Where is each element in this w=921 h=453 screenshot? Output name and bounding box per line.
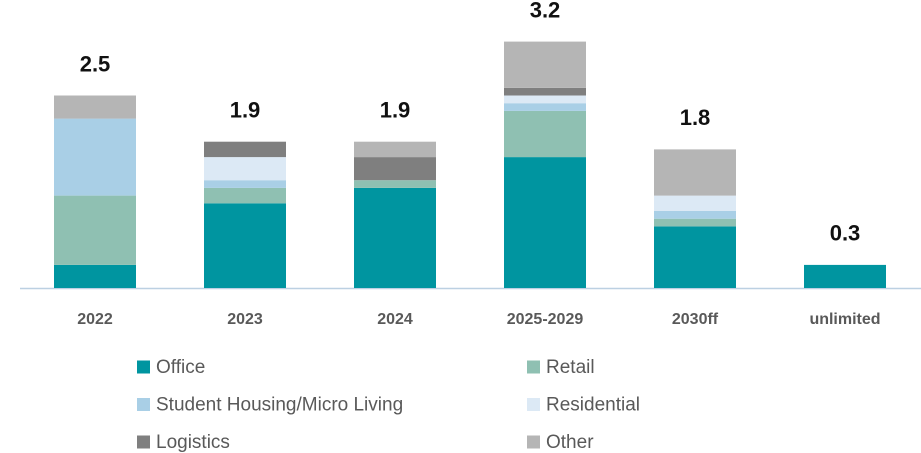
bar-segment [54, 195, 136, 265]
legend-swatch [527, 435, 540, 449]
legend-label: Retail [546, 357, 595, 378]
bar-segment [504, 103, 586, 111]
bar-segment [354, 141, 436, 158]
total-label: 0.3 [830, 221, 861, 246]
total-label: 1.9 [230, 98, 261, 123]
x-tick-label: 2022 [77, 311, 113, 328]
legend-label: Residential [546, 395, 640, 416]
legend-label: Other [546, 432, 594, 453]
bar-segment [654, 149, 736, 196]
bar-segment [654, 195, 736, 211]
total-label: 3.2 [530, 0, 561, 22]
legend-label: Student Housing/Micro Living [156, 395, 403, 416]
bar-segment [204, 180, 286, 188]
total-label: 1.9 [380, 98, 411, 123]
bar-segment [654, 218, 736, 227]
legend-swatch [527, 360, 540, 374]
bar-segment [504, 87, 586, 96]
bar-segment [504, 41, 586, 88]
bar-segment [354, 157, 436, 181]
bar-segment [204, 203, 286, 288]
x-tick-label: 2023 [227, 311, 263, 328]
x-tick-label: unlimited [809, 311, 880, 328]
x-tick-label: 2024 [377, 311, 413, 328]
x-tick-label: 2030ff [672, 311, 719, 328]
bar-segment [204, 157, 286, 181]
legend-swatch [137, 398, 150, 411]
bar-segment [204, 187, 286, 204]
bar-segment [54, 264, 136, 288]
x-tick-label: 2025-2029 [507, 311, 584, 328]
bar-segment [504, 110, 586, 158]
bar-segment [504, 157, 586, 288]
bar-segment [204, 141, 286, 158]
bar-segment [54, 95, 136, 119]
bar-segment [354, 180, 436, 188]
bar-segment [654, 211, 736, 219]
legend-label: Logistics [156, 432, 230, 453]
bar-segment [504, 95, 586, 104]
legend-label: Office [156, 357, 205, 378]
legend-swatch [137, 360, 150, 374]
legend-swatch [137, 435, 150, 449]
total-label: 2.5 [80, 51, 111, 76]
legend-swatch [527, 398, 540, 411]
bar-segment [804, 264, 886, 288]
bar-segment [54, 118, 136, 196]
total-label: 1.8 [680, 105, 711, 130]
bar-segment [654, 226, 736, 288]
bar-segment [354, 187, 436, 288]
